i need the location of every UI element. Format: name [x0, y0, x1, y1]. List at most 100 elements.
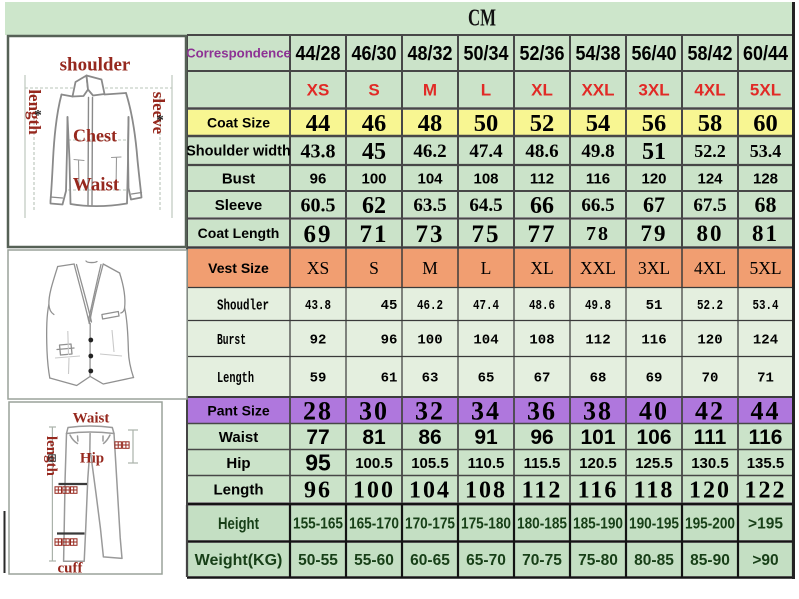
svg-text:Burst: Burst	[217, 332, 246, 349]
svg-text:100: 100	[353, 477, 395, 503]
svg-text:3XL: 3XL	[638, 80, 669, 99]
svg-text:115.5: 115.5	[524, 455, 561, 472]
svg-text:54: 54	[586, 110, 611, 137]
svg-text:46.2: 46.2	[413, 141, 446, 162]
svg-text:80: 80	[697, 221, 724, 246]
svg-text:120.5: 120.5	[579, 455, 617, 472]
svg-text:120: 120	[697, 332, 722, 348]
svg-text:124: 124	[753, 332, 778, 348]
svg-text:Length: Length	[214, 481, 264, 498]
svg-text:105.5: 105.5	[411, 455, 449, 472]
svg-text:49.8: 49.8	[581, 141, 614, 162]
svg-text:58: 58	[698, 110, 723, 137]
svg-text:78: 78	[586, 223, 610, 245]
svg-text:XL: XL	[531, 80, 553, 99]
svg-text:60.5: 60.5	[301, 195, 336, 217]
svg-text:95: 95	[305, 450, 331, 476]
svg-text:55-60: 55-60	[354, 552, 394, 569]
svg-text:120: 120	[689, 477, 731, 503]
svg-text:Sleeve: Sleeve	[215, 197, 263, 214]
svg-text:Shoudler: Shoudler	[217, 297, 269, 314]
svg-text:5XL: 5XL	[749, 258, 781, 278]
svg-text:52: 52	[530, 110, 555, 137]
svg-text:Waist: Waist	[219, 429, 258, 446]
svg-text:4XL: 4XL	[694, 80, 725, 99]
svg-text:116: 116	[578, 477, 619, 503]
svg-text:Weight(KG): Weight(KG)	[195, 552, 283, 569]
svg-text:60: 60	[753, 110, 778, 137]
svg-text:67.5: 67.5	[693, 195, 726, 216]
svg-text:60/44: 60/44	[743, 43, 789, 65]
svg-text:L: L	[481, 80, 491, 99]
svg-text:185-190: 185-190	[573, 515, 623, 532]
svg-text:53.4: 53.4	[750, 141, 782, 161]
svg-text:111: 111	[694, 426, 727, 449]
svg-text:100: 100	[417, 332, 442, 348]
svg-text:122: 122	[745, 477, 787, 503]
svg-text:S: S	[368, 80, 379, 99]
svg-text:104: 104	[417, 170, 443, 187]
svg-text:48.6: 48.6	[525, 141, 558, 162]
svg-text:69: 69	[304, 221, 333, 248]
svg-text:108: 108	[473, 170, 498, 187]
svg-text:cuff: cuff	[58, 560, 84, 576]
svg-text:118: 118	[634, 477, 675, 503]
svg-text:67: 67	[643, 192, 665, 217]
svg-text:Bust: Bust	[222, 170, 255, 187]
svg-text:75: 75	[472, 221, 501, 248]
svg-text:48/32: 48/32	[408, 43, 453, 65]
svg-text:46: 46	[362, 110, 387, 137]
svg-text:XXL: XXL	[581, 80, 614, 99]
svg-text:130.5: 130.5	[691, 455, 729, 472]
svg-text:S: S	[369, 258, 379, 278]
svg-text:85-90: 85-90	[690, 552, 730, 569]
svg-text:77: 77	[306, 426, 329, 449]
svg-text:48.6: 48.6	[529, 298, 555, 314]
svg-text:120: 120	[641, 170, 666, 187]
svg-text:96: 96	[310, 170, 327, 187]
svg-text:86: 86	[418, 426, 441, 449]
svg-text:46/30: 46/30	[352, 43, 397, 65]
svg-text:54/38: 54/38	[576, 43, 621, 65]
svg-text:shoulder: shoulder	[60, 55, 131, 76]
svg-text:>90: >90	[752, 552, 778, 569]
svg-text:170-175: 170-175	[405, 515, 455, 532]
svg-text:65-70: 65-70	[466, 552, 506, 569]
svg-text:M: M	[422, 258, 438, 278]
svg-text:75-80: 75-80	[578, 552, 618, 569]
svg-text:51: 51	[642, 139, 666, 165]
svg-text:45: 45	[362, 139, 386, 165]
svg-text:91: 91	[474, 426, 498, 449]
svg-text:69: 69	[646, 370, 663, 386]
svg-text:5XL: 5XL	[750, 80, 781, 99]
svg-text:32: 32	[415, 397, 445, 426]
svg-text:30: 30	[359, 397, 389, 426]
svg-text:Chest: Chest	[73, 125, 117, 145]
svg-text:Shoulder width: Shoulder width	[186, 144, 291, 160]
svg-text:106: 106	[636, 426, 671, 449]
svg-text:71: 71	[757, 370, 774, 386]
svg-text:66.5: 66.5	[581, 195, 614, 216]
svg-text:77: 77	[528, 221, 557, 248]
svg-text:79: 79	[641, 221, 668, 246]
svg-text:50/34: 50/34	[464, 43, 510, 65]
svg-text:116: 116	[749, 426, 783, 449]
svg-text:56: 56	[642, 110, 667, 137]
svg-text:56/40: 56/40	[632, 43, 677, 65]
svg-text:110.5: 110.5	[468, 455, 505, 472]
svg-text:Pant Size: Pant Size	[207, 402, 269, 418]
svg-text:62: 62	[362, 193, 386, 219]
svg-text:Vest Size: Vest Size	[208, 260, 269, 276]
svg-text:Waist: Waist	[73, 410, 110, 426]
svg-text:61: 61	[381, 370, 398, 386]
svg-text:44/28: 44/28	[296, 43, 341, 65]
svg-text:Hip: Hip	[226, 455, 250, 472]
svg-text:49.8: 49.8	[585, 298, 611, 314]
svg-text:100: 100	[361, 170, 386, 187]
svg-text:96: 96	[381, 332, 398, 348]
svg-text:165-170: 165-170	[349, 515, 399, 532]
svg-text:63: 63	[422, 370, 439, 386]
svg-text:124: 124	[697, 170, 723, 187]
svg-text:128: 128	[753, 170, 778, 187]
svg-text:112: 112	[522, 477, 563, 503]
